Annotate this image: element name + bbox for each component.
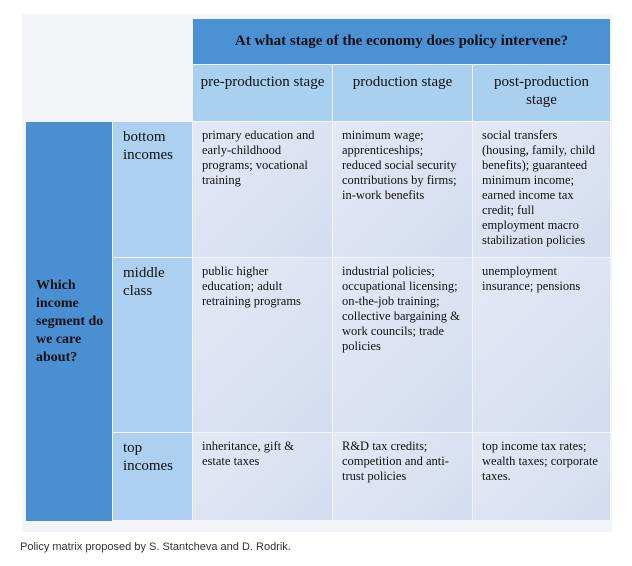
- table-cell: public higher education; adult retrainin…: [193, 258, 332, 432]
- table-cell: primary education and early-childhood pr…: [193, 122, 332, 257]
- table-frame: At what stage of the economy does policy…: [22, 14, 612, 532]
- column-header: pre-production stage: [193, 65, 332, 121]
- column-header: production stage: [333, 65, 472, 121]
- row-label: bottom incomes: [113, 122, 192, 257]
- table-cell: social transfers (housing, family, child…: [473, 122, 610, 257]
- row-label: middle class: [113, 258, 192, 432]
- table-cell: industrial policies; occupational licens…: [333, 258, 472, 432]
- table-cell: minimum wage; apprenticeships; reduced s…: [333, 122, 472, 257]
- row-header: Which income segment do we care about?: [26, 122, 112, 521]
- table-cell: unemployment insurance; pensions: [473, 258, 610, 432]
- caption: Policy matrix proposed by S. Stantcheva …: [20, 541, 291, 553]
- table-cell: top income tax rates; wealth taxes; corp…: [473, 433, 610, 520]
- column-header: post-production stage: [473, 65, 610, 121]
- table-cell: inheritance, gift & estate taxes: [193, 433, 332, 520]
- table-cell: R&D tax credits; competition and anti-tr…: [333, 433, 472, 520]
- row-label: top incomes: [113, 433, 192, 520]
- header-question: At what stage of the economy does policy…: [193, 19, 610, 64]
